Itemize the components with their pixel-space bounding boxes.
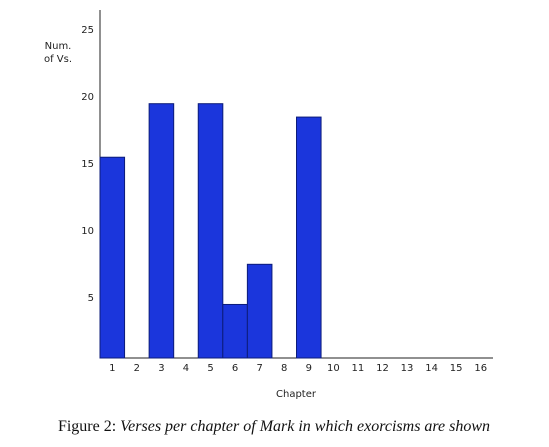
bar: [148, 103, 175, 359]
x-tick-label: 8: [281, 363, 287, 374]
bar: [197, 103, 224, 359]
caption: Figure 2: Verses per chapter of Mark in …: [58, 418, 490, 435]
x-tick-label: 9: [306, 363, 312, 374]
x-tick-label: 13: [401, 363, 414, 374]
x-tick-label: 12: [376, 363, 389, 374]
bar: [99, 156, 126, 359]
y-tick-label: 20: [81, 92, 94, 103]
x-tick-label: 5: [207, 363, 213, 374]
x-tick-label: 16: [474, 363, 487, 374]
bar: [296, 116, 322, 359]
y-axis-label: Num.: [45, 41, 72, 52]
caption-label: Figure 2:: [58, 418, 116, 435]
bar: [222, 303, 248, 359]
y-tick-label: 10: [81, 226, 94, 237]
x-tick-label: 6: [232, 363, 238, 374]
y-tick-label: 25: [81, 25, 94, 36]
y-tick-label: 5: [88, 293, 94, 304]
x-tick-label: 7: [256, 363, 262, 374]
y-axis-label: of Vs.: [44, 54, 72, 65]
caption-text: Verses per chapter of Mark in which exor…: [120, 418, 490, 435]
x-tick-label: 1: [109, 363, 115, 374]
x-tick-label: 15: [450, 363, 463, 374]
x-tick-label: 11: [352, 363, 365, 374]
x-axis-label: Chapter: [276, 389, 317, 400]
x-tick-label: 10: [327, 363, 340, 374]
y-tick-label: 15: [81, 159, 94, 170]
x-tick-label: 4: [183, 363, 189, 374]
bar: [246, 263, 273, 359]
x-tick-label: 14: [425, 363, 438, 374]
x-tick-label: 3: [158, 363, 164, 374]
x-tick-label: 2: [134, 363, 140, 374]
